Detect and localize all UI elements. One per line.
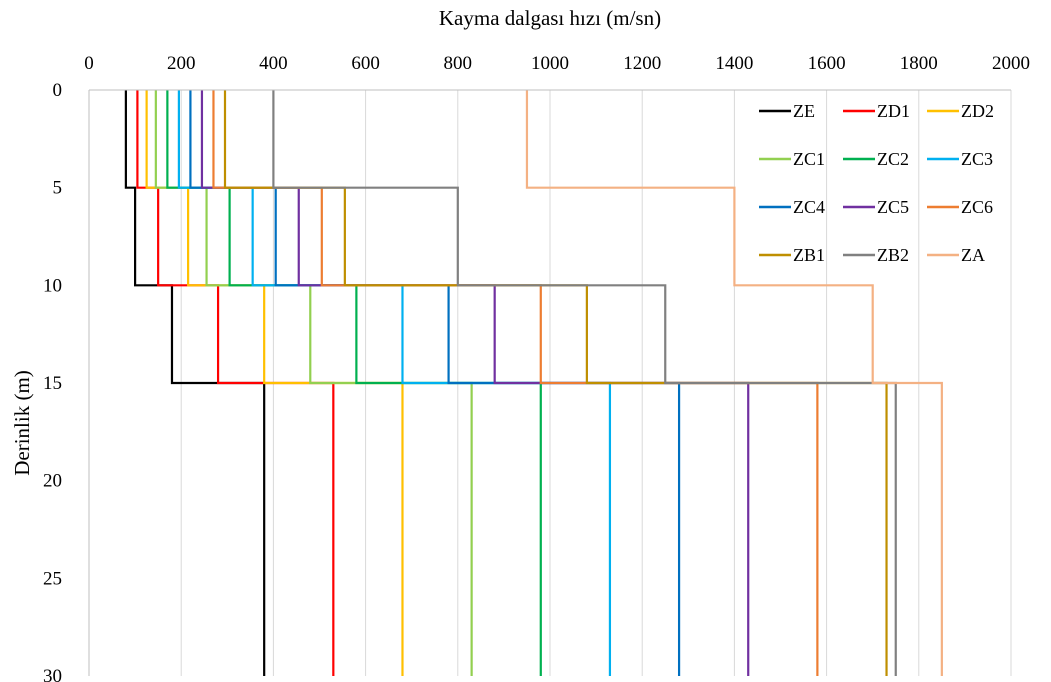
y-tick-label: 10 — [43, 275, 62, 296]
x-tick-label: 800 — [444, 53, 473, 74]
legend: ZE ZD1 ZD2 ZC1 ZC2 ZC3 ZC4 ZC5 ZC6 ZB1 ZB2 ZA — [759, 101, 994, 265]
x-tick-label: 1200 — [623, 53, 661, 74]
x-tick-label: 400 — [259, 53, 288, 74]
legend-entry-zd1: ZD1 — [843, 101, 910, 121]
y-tick-label: 0 — [53, 80, 63, 101]
legend-label: ZB1 — [793, 245, 825, 265]
legend-label: ZB2 — [877, 245, 909, 265]
legend-entry-zb2: ZB2 — [843, 245, 909, 265]
x-tick-label: 1400 — [715, 53, 753, 74]
legend-entry-zc3: ZC3 — [927, 149, 993, 169]
x-tick-label: 2000 — [992, 53, 1030, 74]
legend-entry-ze: ZE — [759, 101, 815, 121]
x-tick-label: 200 — [167, 53, 196, 74]
legend-label: ZC6 — [961, 197, 993, 217]
y-tick-label: 20 — [43, 471, 62, 492]
legend-entry-zc4: ZC4 — [759, 197, 825, 217]
y-tick-label: 30 — [43, 666, 62, 682]
x-tick-label: 600 — [351, 53, 380, 74]
legend-entry-zc6: ZC6 — [927, 197, 993, 217]
legend-label: ZE — [793, 101, 815, 121]
legend-label: ZC1 — [793, 149, 825, 169]
legend-label: ZC3 — [961, 149, 993, 169]
legend-label: ZC2 — [877, 149, 909, 169]
legend-entry-zb1: ZB1 — [759, 245, 825, 265]
axes: 0 200 400 600 800 1000 1200 1400 1600 1800 2000 0 5 1… — [43, 53, 1030, 682]
legend-entry-zc1: ZC1 — [759, 149, 825, 169]
y-axis-title: Derinlik (m) — [10, 370, 34, 476]
legend-entry-zc5: ZC5 — [843, 197, 909, 217]
y-tick-label: 15 — [43, 373, 62, 394]
legend-label: ZA — [961, 245, 985, 265]
series-layer — [124, 90, 943, 676]
x-tick-label: 1600 — [808, 53, 846, 74]
series-line-zb2 — [272, 90, 897, 676]
y-tick-label: 25 — [43, 568, 62, 589]
legend-entry-zd2: ZD2 — [927, 101, 994, 121]
x-tick-label: 0 — [84, 53, 94, 74]
x-tick-label: 1800 — [900, 53, 938, 74]
legend-entry-za: ZA — [927, 245, 985, 265]
x-axis-title: Kayma dalgası hızı (m/sn) — [439, 6, 661, 30]
legend-label: ZC5 — [877, 197, 909, 217]
legend-label: ZD1 — [877, 101, 910, 121]
y-tick-label: 5 — [53, 178, 63, 199]
legend-entry-zc2: ZC2 — [843, 149, 909, 169]
legend-label: ZD2 — [961, 101, 994, 121]
legend-label: ZC4 — [793, 197, 825, 217]
x-tick-label: 1000 — [531, 53, 569, 74]
series-line-za — [525, 90, 943, 676]
